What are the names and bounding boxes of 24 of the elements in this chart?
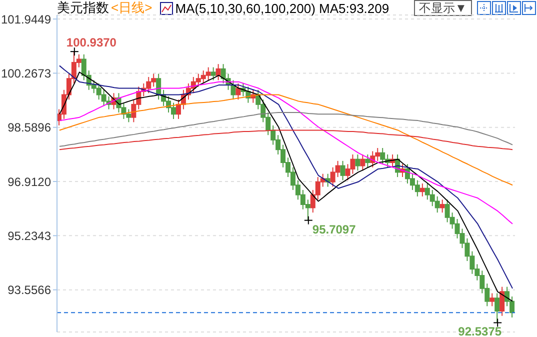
candlestick xyxy=(365,154,370,168)
candlestick xyxy=(340,160,346,181)
annotation: 95.7097 xyxy=(312,222,356,236)
candlestick xyxy=(500,286,505,316)
annotation: 92.5375 xyxy=(458,324,502,337)
candlestick xyxy=(210,66,216,81)
candlestick xyxy=(440,199,445,214)
chart-subtitle: <日线> xyxy=(111,0,152,17)
candlestick xyxy=(420,183,425,197)
y-tick-label: 95.2343 xyxy=(8,228,52,243)
candlestick xyxy=(216,64,221,81)
y-tick-label: 98.5896 xyxy=(8,120,52,135)
annotation: 100.9370 xyxy=(66,36,117,50)
y-tick-label: 100.2673 xyxy=(0,66,52,80)
text: 不显示▼ xyxy=(414,0,472,16)
y-tick-label: 101.9449 xyxy=(0,12,52,26)
candlestick xyxy=(360,154,366,172)
candlestick xyxy=(355,154,360,172)
y-tick-label: 93.5566 xyxy=(8,283,52,298)
annotation: MA(5,10,30,60,100,200) MA5:93.209 xyxy=(175,0,390,16)
candlestick xyxy=(490,292,495,307)
chart-title: 美元指数 xyxy=(57,0,109,17)
y-tick-label: 96.9120 xyxy=(8,174,52,189)
candlestick xyxy=(176,99,181,120)
